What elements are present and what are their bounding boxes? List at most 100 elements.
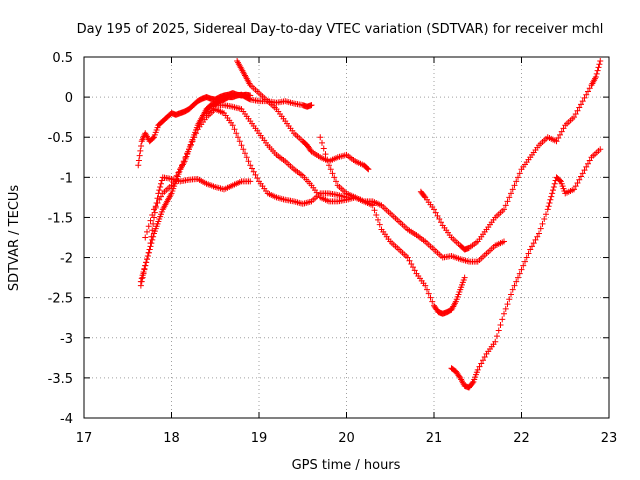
data-point (585, 160, 591, 167)
data-point (501, 206, 507, 213)
series-arc-4 (137, 174, 254, 289)
data-point (158, 177, 165, 184)
data-point (516, 170, 523, 177)
data-point (142, 262, 149, 269)
data-point (250, 168, 257, 175)
data-point (596, 61, 603, 68)
data-point (158, 180, 164, 187)
data-point (534, 233, 541, 240)
data-point (501, 238, 507, 245)
data-point (494, 333, 500, 340)
data-point (236, 138, 243, 145)
data-point (142, 234, 149, 241)
data-point (539, 220, 546, 227)
data-point (371, 207, 378, 214)
data-point (235, 134, 241, 141)
series-arc-9 (448, 146, 604, 391)
data-point (317, 134, 324, 141)
series-arc-6 (203, 102, 507, 265)
data-point (480, 357, 486, 364)
data-point (551, 180, 558, 187)
data-point (508, 291, 514, 298)
data-point (583, 163, 590, 170)
series-arc-7 (317, 134, 468, 317)
data-point (518, 266, 525, 273)
data-point (527, 246, 534, 253)
data-point (145, 223, 152, 230)
data-point (578, 173, 584, 180)
data-point (593, 70, 600, 77)
data-point (478, 360, 485, 367)
y-tick-label: -1.5 (48, 211, 73, 226)
data-point (149, 212, 156, 219)
data-point (576, 104, 583, 111)
data-point (327, 166, 334, 173)
data-point (177, 166, 184, 173)
data-point (186, 146, 192, 153)
y-tick-label: -2.5 (48, 292, 73, 307)
data-point (137, 282, 144, 289)
data-point (154, 200, 161, 207)
data-point (229, 122, 236, 129)
data-point (549, 190, 556, 197)
x-tick-label: 19 (251, 431, 268, 446)
data-point (515, 274, 521, 281)
data-point (583, 91, 590, 98)
data-point (513, 178, 520, 185)
data-point (502, 305, 509, 312)
data-point (581, 94, 588, 101)
data-point (579, 170, 586, 177)
data-point (572, 110, 579, 117)
data-point (168, 182, 175, 189)
data-point (555, 135, 562, 142)
data-point (427, 294, 434, 301)
data-point (574, 179, 581, 186)
data-point (522, 258, 528, 265)
data-point (373, 212, 380, 219)
data-point (141, 266, 148, 273)
data-point (597, 146, 604, 153)
data-point (138, 143, 145, 150)
y-tick-label: -0.5 (48, 131, 73, 146)
data-point (543, 211, 549, 218)
y-tick-label: -3.5 (48, 372, 73, 387)
data-point (586, 85, 593, 92)
data-point (245, 158, 252, 165)
y-tick-label: -2 (60, 252, 73, 267)
data-point (182, 154, 189, 161)
data-point (147, 240, 154, 247)
data-point (530, 240, 537, 247)
data-point (146, 246, 153, 253)
data-point (173, 172, 180, 179)
data-point (148, 233, 155, 240)
data-point (320, 145, 327, 152)
data-point (249, 165, 255, 172)
data-point (511, 282, 518, 289)
data-point (247, 178, 254, 185)
data-point (595, 64, 602, 71)
data-point (557, 177, 563, 184)
data-point (497, 321, 504, 328)
data-point (545, 203, 552, 210)
data-point (189, 138, 196, 145)
y-tick-label: 0 (65, 91, 73, 106)
data-point (254, 175, 261, 182)
x-tick-label: 23 (601, 431, 618, 446)
data-point (145, 249, 152, 256)
y-tick-label: -4 (60, 412, 73, 427)
data-point (585, 88, 591, 95)
data-point (137, 147, 144, 154)
data-point (410, 264, 416, 271)
data-point (571, 186, 577, 193)
chart-title: Day 195 of 2025, Sidereal Day-to-day VTE… (77, 22, 604, 37)
data-point (376, 221, 383, 228)
data-point (243, 154, 250, 161)
data-point (404, 254, 411, 261)
data-point (151, 206, 157, 213)
x-tick-label: 18 (163, 431, 180, 446)
data-point (233, 130, 240, 137)
data-point (191, 134, 198, 141)
data-point (406, 257, 413, 264)
data-point (438, 219, 444, 226)
